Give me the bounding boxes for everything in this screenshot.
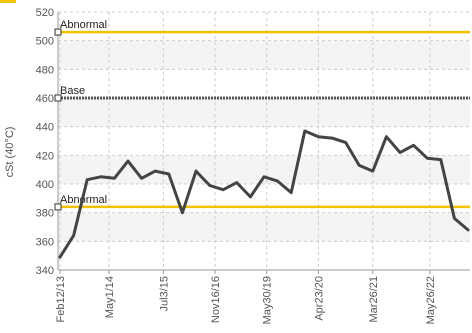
data-point — [181, 211, 184, 214]
data-point — [344, 141, 347, 144]
data-point — [453, 217, 456, 220]
data-point — [208, 184, 211, 187]
x-tick-label: Apr23/20 — [313, 276, 325, 321]
y-axis-label: cSt (40°C) — [4, 127, 16, 178]
data-point — [385, 135, 388, 138]
data-point — [235, 181, 238, 184]
y-tick-label: 440 — [36, 122, 54, 134]
reference-marker — [54, 28, 62, 36]
data-point — [113, 177, 116, 180]
data-point — [371, 169, 374, 173]
x-tick-label: May1/14 — [104, 276, 116, 318]
x-tick-label: Jul3/15 — [158, 276, 170, 311]
data-point — [249, 195, 252, 199]
x-tick-label: Nov16/16 — [210, 276, 222, 323]
y-tick-label: 520 — [36, 7, 54, 19]
y-tick-label: 400 — [36, 179, 54, 191]
y-tick-label: 460 — [36, 93, 54, 105]
grid-lines — [58, 11, 470, 271]
data-point — [276, 179, 279, 183]
grid-band — [58, 212, 470, 242]
data-point — [222, 188, 225, 191]
data-point — [140, 177, 143, 180]
data-point — [86, 178, 89, 181]
data-point — [412, 144, 415, 147]
data-point — [303, 129, 306, 133]
accent-tab — [0, 0, 16, 3]
data-point — [466, 228, 470, 232]
tick-labels: 340 360 380 400 420 440 460 480 500 520 Feb12/13 Ma… — [36, 7, 437, 324]
data-point — [194, 169, 198, 173]
grid-band — [58, 40, 470, 70]
x-tick-label: May30/19 — [262, 276, 274, 324]
data-point — [58, 255, 62, 259]
y-tick-label: 340 — [36, 265, 54, 277]
data-point — [167, 172, 170, 176]
axes — [0, 0, 470, 274]
data-point — [126, 159, 130, 163]
reference-label: Abnormal — [60, 19, 107, 31]
data-point — [262, 175, 266, 179]
x-tick-label: May26/22 — [425, 276, 437, 324]
y-tick-label: 500 — [36, 36, 54, 48]
x-tick-label: Mar26/21 — [368, 276, 380, 322]
data-point — [99, 175, 103, 179]
y-tick-label: 360 — [36, 236, 54, 248]
y-tick-label: 420 — [36, 150, 54, 162]
data-point — [72, 234, 75, 237]
y-tick-label: 380 — [36, 208, 54, 220]
reference-marker — [54, 203, 62, 211]
data-point — [317, 135, 320, 138]
data-point — [439, 158, 442, 161]
background-bands — [58, 40, 470, 242]
grid-band — [58, 98, 470, 127]
series-group — [58, 129, 470, 259]
data-point — [426, 157, 429, 160]
data-point — [330, 136, 334, 140]
reference-marker — [54, 94, 62, 102]
data-point — [398, 151, 402, 154]
data-point — [290, 191, 293, 194]
x-tick-label: Feb12/13 — [55, 276, 67, 322]
reference-label: Base — [60, 85, 85, 97]
data-point — [358, 164, 361, 167]
data-point — [154, 169, 157, 173]
y-tick-label: 480 — [36, 64, 54, 76]
